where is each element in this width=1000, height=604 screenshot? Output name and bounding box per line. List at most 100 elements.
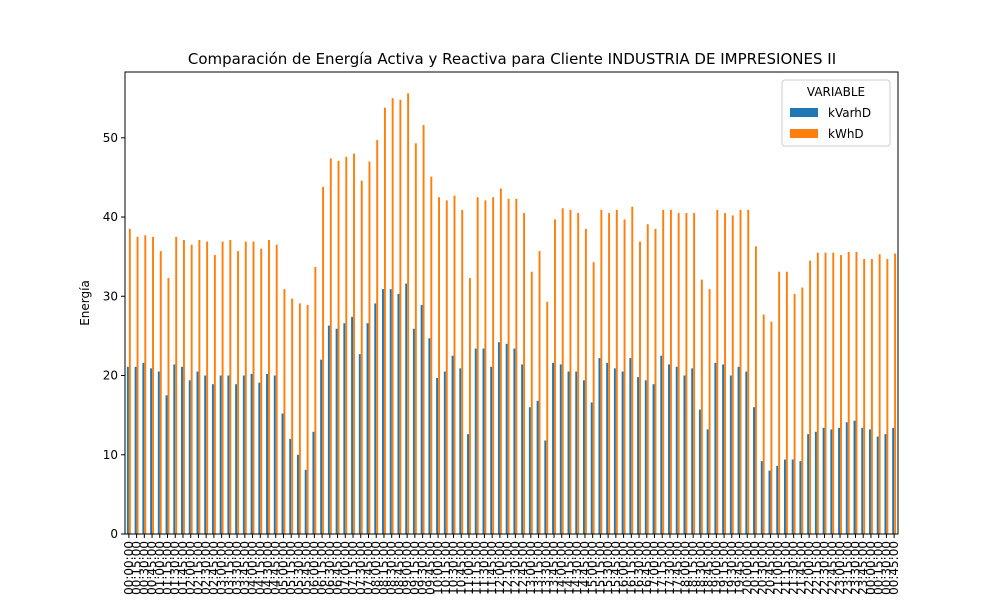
bar — [892, 427, 895, 534]
bar — [492, 197, 495, 534]
bar — [654, 228, 657, 535]
x-tick-label: 17:00:00 — [648, 541, 662, 595]
bar — [513, 348, 516, 534]
bar — [869, 429, 871, 534]
bar — [167, 278, 170, 534]
bar — [608, 213, 611, 534]
x-tick-label: 04:15:00 — [253, 541, 267, 595]
bar — [646, 224, 649, 534]
x-tick-label: 18:45:00 — [702, 541, 716, 595]
bar — [134, 366, 137, 534]
bar — [242, 375, 245, 534]
bar — [358, 354, 361, 534]
x-tick-label: 13:45:00 — [547, 541, 561, 595]
x-tick-label: 22:30:00 — [818, 541, 832, 595]
bar — [451, 355, 454, 534]
bar — [528, 407, 531, 534]
bar — [583, 380, 585, 534]
x-tick-label: 07:45:00 — [361, 541, 375, 595]
bar — [252, 241, 255, 534]
bar — [484, 200, 487, 534]
x-tick-label: 15:00:00 — [586, 541, 600, 595]
bar — [799, 461, 802, 534]
x-tick-label: 02:30:00 — [199, 541, 213, 595]
bar — [783, 459, 786, 534]
x-tick-label: 14:30:00 — [570, 541, 584, 595]
bar — [554, 219, 556, 534]
bar — [830, 429, 833, 534]
bar — [190, 244, 193, 535]
bar — [639, 241, 641, 534]
bar — [351, 316, 354, 534]
bar — [405, 283, 408, 534]
x-tick-label: 00:45:00 — [887, 541, 901, 595]
x-tick-label: 12:00:00 — [493, 541, 507, 595]
x-tick-label: 23:00:00 — [833, 541, 847, 595]
bar — [219, 375, 222, 534]
x-tick-label: 12:15:00 — [501, 541, 515, 595]
x-tick-label: 03:45:00 — [238, 541, 252, 595]
x-tick-label: 15:30:00 — [601, 541, 615, 595]
x-tick-label: 00:30:00 — [879, 541, 893, 595]
bar — [497, 342, 500, 534]
bar — [824, 252, 827, 534]
bar — [575, 371, 578, 534]
bar — [708, 289, 711, 534]
x-tick-label: 07:15:00 — [346, 541, 360, 595]
bar — [360, 180, 363, 534]
bar — [275, 244, 278, 535]
bar — [793, 293, 796, 534]
x-tick-label: 12:45:00 — [516, 541, 530, 595]
x-tick-label: 16:15:00 — [624, 541, 638, 595]
bar — [175, 236, 178, 534]
bar — [391, 98, 394, 534]
bar — [590, 402, 593, 534]
x-tick-label: 19:30:00 — [725, 541, 739, 595]
x-tick-label: 10:15:00 — [439, 541, 453, 595]
x-tick-label: 10:30:00 — [447, 541, 461, 595]
x-tick-label: 14:00:00 — [555, 541, 569, 595]
bar — [544, 440, 547, 534]
bar — [530, 271, 533, 534]
bar — [847, 251, 850, 535]
bar — [669, 209, 672, 535]
x-tick-label: 00:15:00 — [130, 541, 144, 595]
x-tick-label: 20:15:00 — [748, 541, 762, 595]
bar — [438, 197, 440, 534]
bar — [366, 323, 369, 534]
x-tick-label: 00:00:00 — [864, 541, 878, 595]
x-tick-label: 07:00:00 — [338, 541, 352, 595]
bar — [227, 375, 230, 534]
bar — [206, 241, 209, 534]
x-tick-label: 05:30:00 — [292, 541, 306, 595]
x-tick-label: 05:45:00 — [300, 541, 314, 595]
bar — [592, 262, 595, 534]
x-tick-label: 21:00:00 — [771, 541, 785, 595]
bar — [482, 348, 485, 534]
y-tick-label: 40 — [103, 210, 118, 224]
x-tick-label: 16:45:00 — [640, 541, 654, 595]
x-tick-label: 22:00:00 — [802, 541, 816, 595]
bar — [832, 252, 835, 534]
x-tick-label: 23:15:00 — [841, 541, 855, 595]
x-tick-label: 21:30:00 — [787, 541, 801, 595]
bar — [159, 251, 162, 534]
x-tick-label: 03:30:00 — [230, 541, 244, 595]
bar — [467, 434, 469, 534]
bar — [791, 459, 794, 534]
bar — [567, 371, 570, 534]
bar — [173, 364, 176, 534]
bar — [814, 431, 817, 534]
bar — [443, 371, 446, 534]
bar — [861, 427, 864, 534]
bar — [753, 407, 755, 534]
bar — [289, 438, 292, 534]
x-tick-label: 01:15:00 — [161, 541, 175, 595]
bar — [855, 251, 858, 535]
bar — [876, 436, 879, 534]
x-tick-label: 16:30:00 — [632, 541, 646, 595]
bar — [188, 380, 191, 534]
bar — [407, 93, 410, 534]
bar — [389, 289, 392, 534]
x-tick-label: 02:15:00 — [191, 541, 205, 595]
